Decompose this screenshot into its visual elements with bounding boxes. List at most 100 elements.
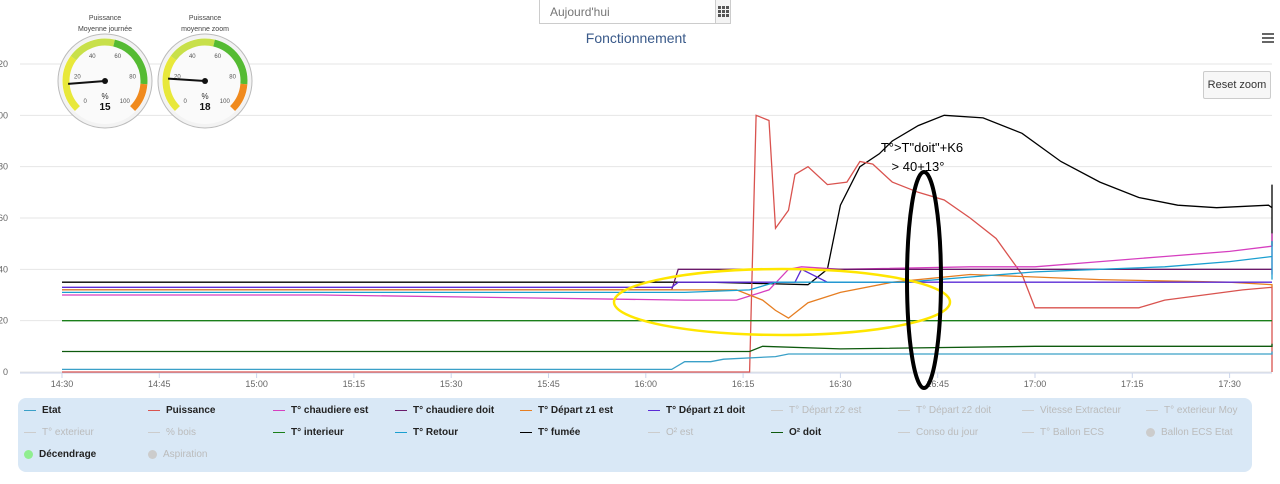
legend-item[interactable]: Aspiration <box>148 449 207 460</box>
series-line <box>62 114 1273 286</box>
gauge-tick-label: 0 <box>184 99 188 105</box>
legend-marker <box>24 450 33 459</box>
legend-label: T° chaudiere est <box>291 405 369 416</box>
legend-marker <box>1022 410 1034 411</box>
legend-item[interactable]: T° Ballon ECS <box>1022 427 1104 438</box>
chart-series <box>62 114 1273 373</box>
legend-item[interactable]: T° chaudiere doit <box>395 405 494 416</box>
legend-item[interactable]: T° fumée <box>520 427 580 438</box>
gauge-band <box>213 39 248 85</box>
gauge-tick-label: 80 <box>229 75 236 81</box>
legend-marker <box>1146 410 1158 411</box>
gauge-needle <box>68 80 106 85</box>
legend-item[interactable]: % bois <box>148 427 196 438</box>
legend-item[interactable]: O² est <box>648 427 693 438</box>
legend-item[interactable]: T° Départ z1 doit <box>648 405 745 416</box>
chart-legend: Etat Puissance T° chaudiere est T° chaudier… <box>18 398 1252 472</box>
gauge-unit: % <box>101 92 108 101</box>
legend-marker <box>273 410 285 411</box>
legend-item[interactable]: Etat <box>24 405 61 416</box>
legend-label: O² est <box>666 427 694 438</box>
legend-marker <box>648 432 660 433</box>
legend-marker <box>1022 432 1034 433</box>
annotation-line2: > 40+13° <box>892 159 945 174</box>
legend-label: Etat <box>42 405 61 416</box>
gauge-band <box>162 56 181 112</box>
yellow-highlight-ellipse <box>612 267 952 337</box>
x-tick-label: 14:45 <box>148 379 171 389</box>
legend-marker <box>520 410 532 411</box>
legend-item[interactable]: T° exterieur Moy <box>1146 405 1237 416</box>
legend-item[interactable]: T° chaudiere est <box>273 405 368 416</box>
x-tick-label: 17:15 <box>1121 379 1144 389</box>
series-line <box>62 268 1272 288</box>
legend-item[interactable]: Puissance <box>148 405 215 416</box>
gauge-band <box>70 38 115 61</box>
y-tick-label: 60 <box>0 213 8 223</box>
legend-label: Décendrage <box>39 449 97 460</box>
gauge-tick-label: 20 <box>74 75 81 81</box>
legend-item[interactable]: Vitesse Extracteur <box>1022 405 1121 416</box>
legend-marker <box>898 410 910 411</box>
calendar-grid-icon[interactable] <box>715 0 730 23</box>
gauge-band <box>170 38 215 61</box>
y-axis-labels: 0 20 40 60 80 100 120 <box>0 59 8 377</box>
legend-item[interactable]: T° Retour <box>395 427 458 438</box>
date-picker[interactable] <box>539 0 731 24</box>
series-line <box>62 273 1273 319</box>
legend-item[interactable]: T° Départ z2 doit <box>898 405 991 416</box>
legend-label: T° chaudiere doit <box>413 405 495 416</box>
x-tick-label: 17:00 <box>1024 379 1047 389</box>
gauge-band <box>229 83 248 112</box>
series-line <box>62 241 1273 294</box>
legend-label: T° exterieur <box>42 427 94 438</box>
gauge-tick-label: 100 <box>120 99 131 105</box>
reset-zoom-button[interactable]: Reset zoom <box>1203 71 1271 99</box>
legend-item[interactable]: T° Départ z2 est <box>771 405 861 416</box>
series-line <box>62 343 1273 353</box>
gauge-subtitle: moyenne zoom <box>181 26 229 33</box>
legend-label: Aspiration <box>163 449 208 460</box>
legend-item[interactable]: O² doit <box>771 427 821 438</box>
gauge-value: 18 <box>199 102 211 113</box>
y-tick-label: 80 <box>0 162 8 172</box>
legend-item[interactable]: T° interieur <box>273 427 344 438</box>
x-tick-label: 15:15 <box>343 379 366 389</box>
gauge-tick-label: 20 <box>174 75 181 81</box>
gauge-tick-label: 60 <box>114 54 121 60</box>
legend-marker <box>24 410 36 411</box>
gauge-band <box>62 56 81 112</box>
x-tick-label: 16:45 <box>926 379 949 389</box>
legend-label: T° Retour <box>413 427 459 438</box>
gauge-needle <box>168 77 206 82</box>
black-highlight-ellipse <box>905 170 943 390</box>
series-line <box>62 351 1273 371</box>
x-tick-label: 16:00 <box>635 379 658 389</box>
legend-label: Vitesse Extracteur <box>1040 405 1121 416</box>
legend-label: Conso du jour <box>916 427 979 438</box>
y-tick-label: 0 <box>3 367 8 377</box>
legend-label: T° Ballon ECS <box>1040 427 1105 438</box>
legend-marker <box>771 432 783 433</box>
legend-marker <box>395 410 407 411</box>
legend-marker <box>148 432 160 433</box>
gauge-band <box>129 83 148 112</box>
legend-marker <box>24 432 36 433</box>
legend-item[interactable]: Conso du jour <box>898 427 978 438</box>
y-tick-label: 120 <box>0 59 8 69</box>
gauge-title: Puissance <box>89 15 121 22</box>
gauge-value: 15 <box>99 102 111 113</box>
hamburger-menu-icon[interactable] <box>1262 33 1274 44</box>
gauge-pivot <box>202 78 208 84</box>
legend-item[interactable]: T° Départ z1 est <box>520 405 613 416</box>
x-tick-label: 15:45 <box>537 379 560 389</box>
series-line <box>62 114 1273 373</box>
gauge-tick-label: 80 <box>129 75 136 81</box>
legend-label: T° Départ z1 est <box>538 405 614 416</box>
legend-item[interactable]: Décendrage <box>24 449 96 460</box>
date-input[interactable] <box>540 0 715 23</box>
legend-item[interactable]: T° exterieur <box>24 427 94 438</box>
legend-item[interactable]: Ballon ECS Etat <box>1146 427 1233 438</box>
gauge-tick-label: 0 <box>84 99 88 105</box>
